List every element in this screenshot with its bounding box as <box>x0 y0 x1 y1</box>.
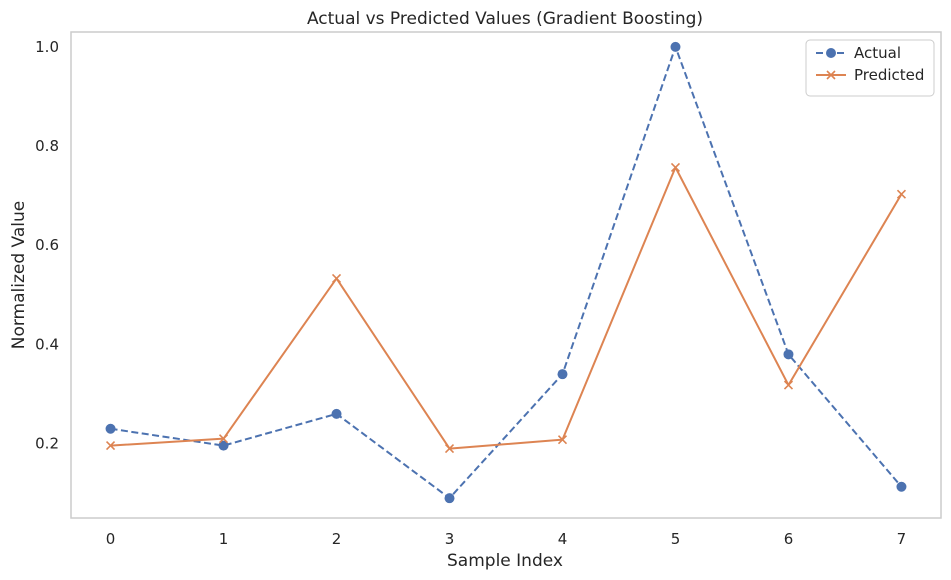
x-tick-label: 2 <box>332 530 342 548</box>
legend: Actual Predicted <box>805 39 935 97</box>
x-tick-label: 7 <box>897 530 907 548</box>
series-predicted <box>105 162 907 454</box>
data-point-predicted <box>670 162 681 172</box>
legend-marker-actual <box>826 48 836 58</box>
data-point-predicted <box>105 441 116 451</box>
series-line-actual <box>110 45 903 500</box>
y-tick-label: 0.2 <box>35 435 59 453</box>
x-tick-label: 6 <box>784 530 794 548</box>
data-point-actual <box>670 41 681 52</box>
data-point-actual <box>896 481 907 492</box>
data-point-actual <box>105 423 116 434</box>
series-actual <box>105 41 907 504</box>
x-tick-label: 1 <box>219 530 229 548</box>
data-point-predicted <box>444 444 455 454</box>
data-point-actual <box>218 440 229 451</box>
y-tick-label: 0.4 <box>35 335 59 353</box>
x-tick-label: 5 <box>671 530 681 548</box>
data-point-predicted <box>783 380 794 390</box>
data-point-actual <box>444 493 455 504</box>
legend-label-predicted: Predicted <box>854 66 924 84</box>
legend-item-predicted: Predicted <box>816 66 924 84</box>
x-tick-label: 0 <box>106 530 116 548</box>
series-layer <box>105 41 907 504</box>
y-axis-label: Normalized Value <box>9 201 29 350</box>
x-tick-label: 4 <box>558 530 568 548</box>
data-point-predicted <box>557 435 568 445</box>
chart-title: Actual vs Predicted Values (Gradient Boo… <box>307 9 703 29</box>
y-tick-label: 1.0 <box>35 38 59 56</box>
data-point-actual <box>557 369 568 380</box>
x-tick-label: 3 <box>445 530 455 548</box>
series-line-predicted <box>110 166 903 450</box>
y-tick-label: 0.8 <box>35 137 59 155</box>
x-axis-ticks: 0 1 2 3 4 5 6 7 <box>106 530 906 548</box>
data-point-predicted <box>218 434 229 444</box>
legend-label-actual: Actual <box>854 44 901 62</box>
x-axis-label: Sample Index <box>447 551 563 571</box>
legend-marker-predicted <box>826 70 836 80</box>
data-point-actual <box>331 408 342 419</box>
data-point-actual <box>783 349 794 360</box>
y-tick-label: 0.6 <box>35 236 59 254</box>
data-point-predicted <box>331 273 342 284</box>
legend-item-actual: Actual <box>816 44 901 62</box>
y-axis-ticks: 0.2 0.4 0.6 0.8 1.0 <box>35 38 59 453</box>
data-point-predicted <box>896 189 907 199</box>
